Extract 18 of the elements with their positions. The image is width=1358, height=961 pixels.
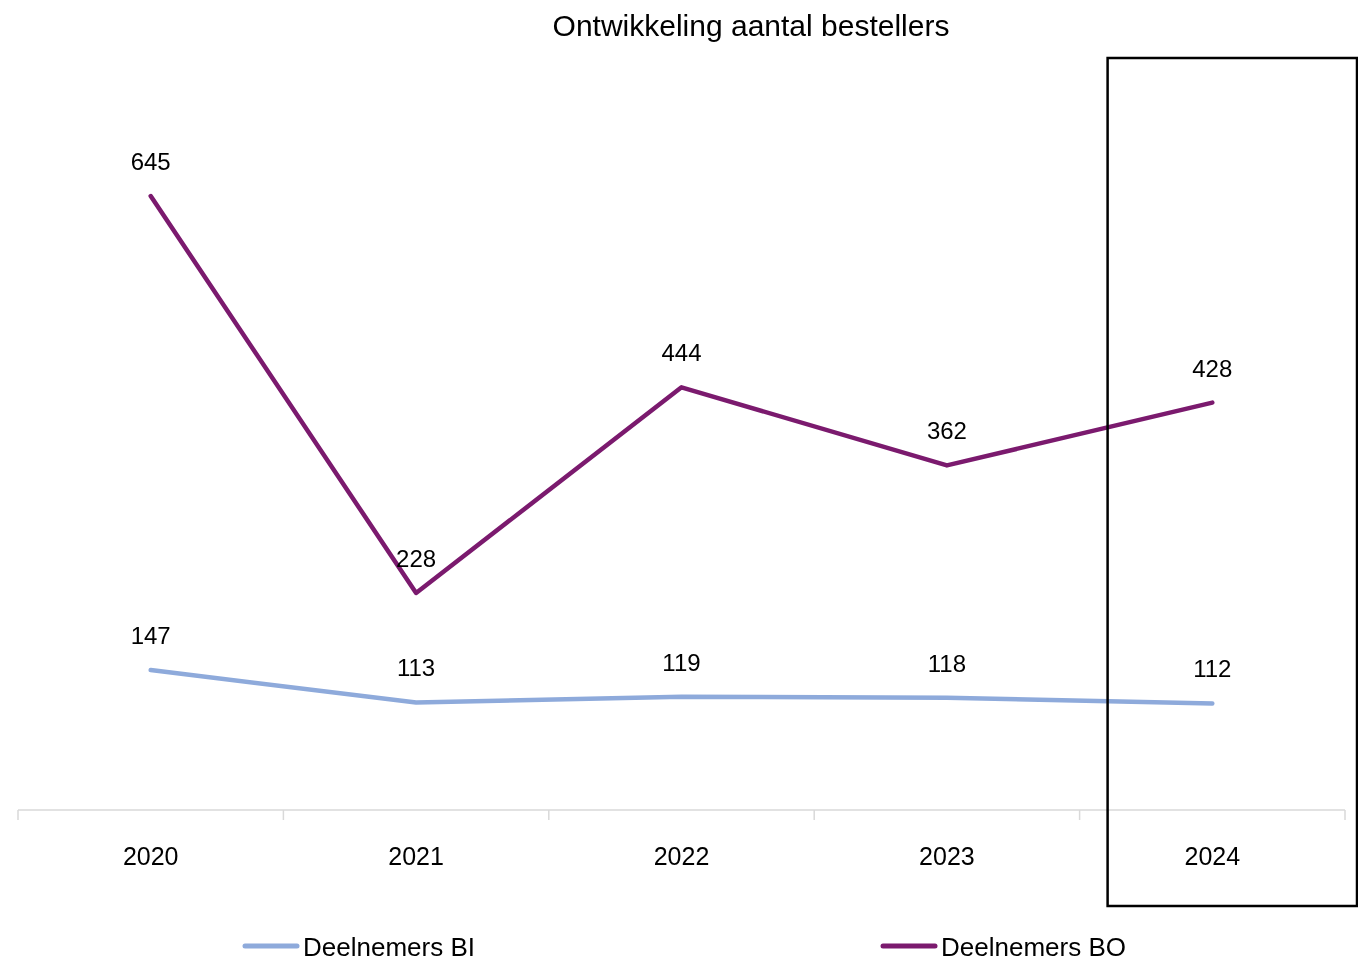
data-label: 645 (130, 148, 171, 175)
chart-title: Ontwikkeling aantal bestellers (552, 9, 950, 42)
x-tick-label: 2021 (388, 842, 444, 870)
x-tick-label: 2023 (919, 842, 975, 870)
data-label: 362 (926, 417, 967, 445)
data-label: 147 (130, 622, 171, 650)
legend-label: Deelnemers BO (941, 932, 1126, 961)
data-label: 119 (662, 648, 701, 676)
data-label: 428 (1192, 354, 1233, 382)
x-tick-label: 2024 (1184, 842, 1241, 870)
data-label: 444 (661, 339, 702, 367)
x-tick-label: 2022 (653, 842, 710, 870)
legend-label: Deelnemers BI (303, 932, 475, 961)
data-label: 112 (1193, 655, 1232, 683)
x-tick-label: 2020 (122, 842, 179, 870)
data-label: 113 (396, 654, 436, 682)
data-label: 228 (396, 544, 437, 572)
data-label: 118 (927, 649, 967, 677)
